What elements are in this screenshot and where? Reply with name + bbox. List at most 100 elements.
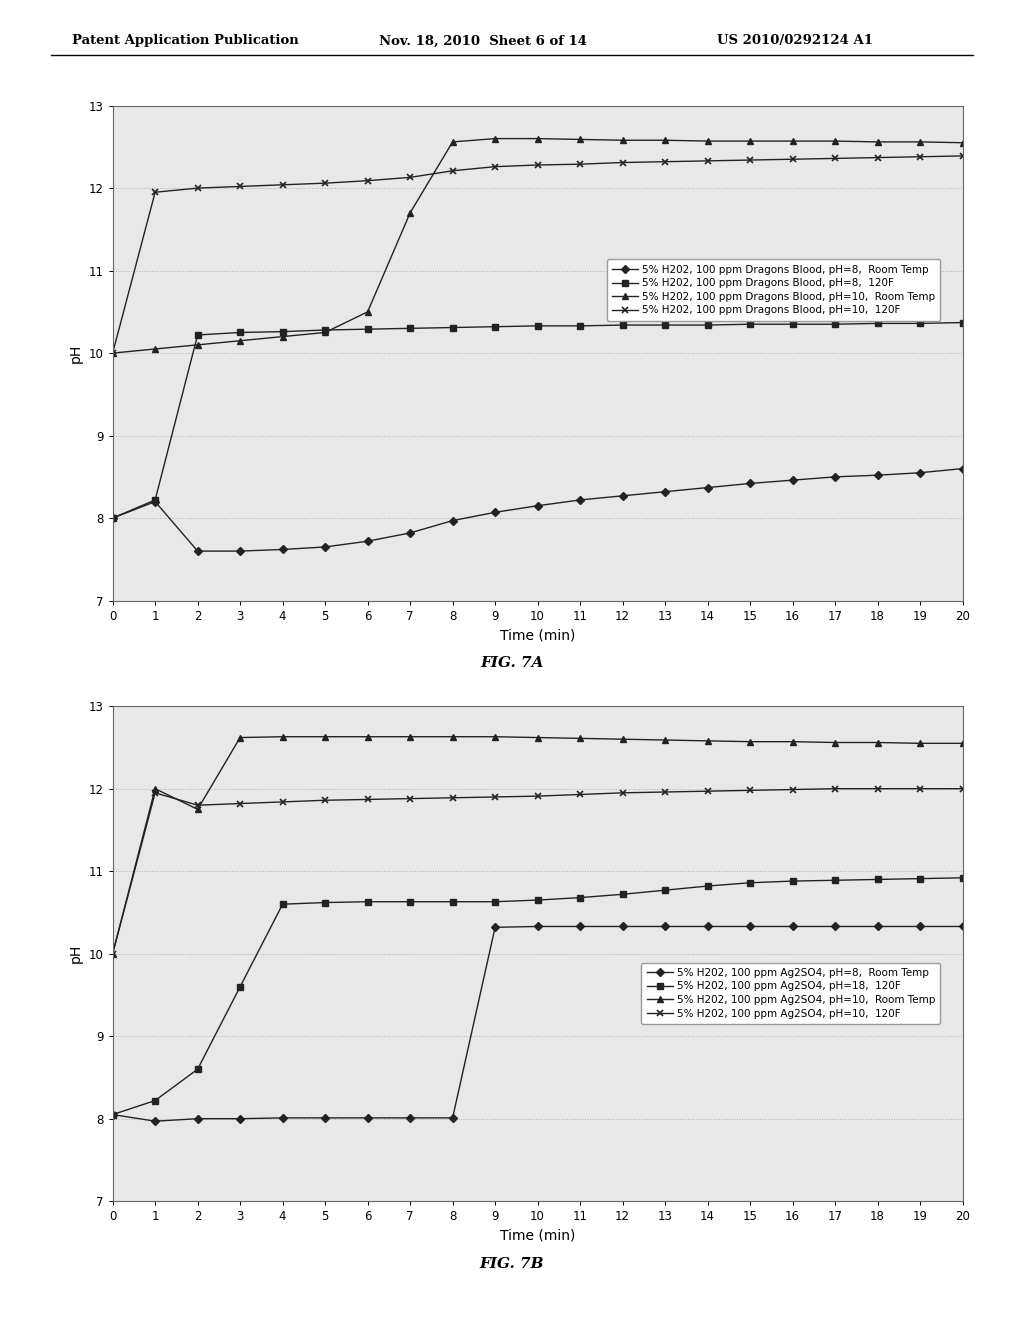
Y-axis label: pH: pH: [69, 343, 83, 363]
Legend: 5% H202, 100 ppm Dragons Blood, pH=8,  Room Temp, 5% H202, 100 ppm Dragons Blood: 5% H202, 100 ppm Dragons Blood, pH=8, Ro…: [606, 259, 940, 321]
Line: 5% H202, 100 ppm Dragons Blood, pH=10,  Room Temp: 5% H202, 100 ppm Dragons Blood, pH=10, R…: [110, 136, 966, 356]
5% H202, 100 ppm Dragons Blood, pH=8,  120F: [191, 327, 204, 343]
5% H202, 100 ppm Dragons Blood, pH=8,  Room Temp: [319, 539, 332, 554]
Line: 5% H202, 100 ppm Ag2SO4, pH=8,  Room Temp: 5% H202, 100 ppm Ag2SO4, pH=8, Room Temp: [110, 924, 966, 1123]
5% H202, 100 ppm Dragons Blood, pH=8,  Room Temp: [446, 512, 459, 528]
5% H202, 100 ppm Dragons Blood, pH=10,  Room Temp: [616, 132, 629, 148]
5% H202, 100 ppm Ag2SO4, pH=8,  Room Temp: [489, 919, 502, 935]
5% H202, 100 ppm Dragons Blood, pH=10,  120F: [233, 178, 246, 194]
5% H202, 100 ppm Dragons Blood, pH=8,  Room Temp: [361, 533, 374, 549]
5% H202, 100 ppm Ag2SO4, pH=10,  120F: [106, 945, 119, 961]
5% H202, 100 ppm Ag2SO4, pH=10,  Room Temp: [276, 729, 289, 744]
5% H202, 100 ppm Dragons Blood, pH=10,  Room Temp: [233, 333, 246, 348]
5% H202, 100 ppm Ag2SO4, pH=10,  Room Temp: [106, 945, 119, 961]
5% H202, 100 ppm Ag2SO4, pH=8,  Room Temp: [446, 1110, 459, 1126]
5% H202, 100 ppm Dragons Blood, pH=10,  120F: [914, 149, 927, 165]
5% H202, 100 ppm Ag2SO4, pH=10,  120F: [531, 788, 544, 804]
5% H202, 100 ppm Ag2SO4, pH=18,  120F: [446, 894, 459, 909]
5% H202, 100 ppm Dragons Blood, pH=8,  120F: [403, 321, 416, 337]
5% H202, 100 ppm Ag2SO4, pH=10,  Room Temp: [829, 734, 842, 750]
5% H202, 100 ppm Ag2SO4, pH=10,  120F: [871, 781, 884, 797]
5% H202, 100 ppm Dragons Blood, pH=8,  120F: [106, 510, 119, 525]
5% H202, 100 ppm Dragons Blood, pH=8,  120F: [743, 317, 756, 333]
5% H202, 100 ppm Dragons Blood, pH=10,  Room Temp: [829, 133, 842, 149]
5% H202, 100 ppm Dragons Blood, pH=10,  Room Temp: [319, 325, 332, 341]
5% H202, 100 ppm Ag2SO4, pH=18,  120F: [403, 894, 416, 909]
5% H202, 100 ppm Ag2SO4, pH=10,  Room Temp: [573, 730, 586, 746]
5% H202, 100 ppm Ag2SO4, pH=10,  Room Temp: [956, 735, 969, 751]
5% H202, 100 ppm Ag2SO4, pH=10,  120F: [276, 795, 289, 810]
5% H202, 100 ppm Ag2SO4, pH=10,  120F: [191, 797, 204, 813]
5% H202, 100 ppm Ag2SO4, pH=10,  Room Temp: [403, 729, 416, 744]
5% H202, 100 ppm Dragons Blood, pH=10,  120F: [531, 157, 544, 173]
5% H202, 100 ppm Dragons Blood, pH=10,  Room Temp: [786, 133, 799, 149]
5% H202, 100 ppm Ag2SO4, pH=8,  Room Temp: [956, 919, 969, 935]
5% H202, 100 ppm Dragons Blood, pH=10,  120F: [743, 152, 756, 168]
5% H202, 100 ppm Dragons Blood, pH=10,  Room Temp: [956, 135, 969, 150]
5% H202, 100 ppm Dragons Blood, pH=8,  120F: [786, 317, 799, 333]
5% H202, 100 ppm Ag2SO4, pH=8,  Room Temp: [403, 1110, 416, 1126]
5% H202, 100 ppm Ag2SO4, pH=10,  120F: [659, 784, 672, 800]
5% H202, 100 ppm Ag2SO4, pH=8,  Room Temp: [914, 919, 927, 935]
5% H202, 100 ppm Dragons Blood, pH=8,  120F: [319, 322, 332, 338]
5% H202, 100 ppm Dragons Blood, pH=8,  120F: [871, 315, 884, 331]
5% H202, 100 ppm Ag2SO4, pH=10,  120F: [573, 787, 586, 803]
5% H202, 100 ppm Dragons Blood, pH=10,  120F: [701, 153, 714, 169]
5% H202, 100 ppm Dragons Blood, pH=10,  Room Temp: [531, 131, 544, 147]
5% H202, 100 ppm Ag2SO4, pH=10,  120F: [743, 783, 756, 799]
5% H202, 100 ppm Dragons Blood, pH=10,  Room Temp: [276, 329, 289, 345]
5% H202, 100 ppm Ag2SO4, pH=10,  Room Temp: [191, 801, 204, 817]
5% H202, 100 ppm Dragons Blood, pH=8,  120F: [150, 492, 162, 508]
5% H202, 100 ppm Ag2SO4, pH=8,  Room Temp: [573, 919, 586, 935]
5% H202, 100 ppm Dragons Blood, pH=8,  Room Temp: [489, 504, 502, 520]
5% H202, 100 ppm Ag2SO4, pH=10,  Room Temp: [233, 730, 246, 746]
5% H202, 100 ppm Ag2SO4, pH=18,  120F: [786, 874, 799, 890]
5% H202, 100 ppm Ag2SO4, pH=18,  120F: [616, 887, 629, 903]
5% H202, 100 ppm Dragons Blood, pH=10,  120F: [829, 150, 842, 166]
5% H202, 100 ppm Ag2SO4, pH=8,  Room Temp: [276, 1110, 289, 1126]
5% H202, 100 ppm Dragons Blood, pH=10,  Room Temp: [914, 133, 927, 149]
5% H202, 100 ppm Ag2SO4, pH=18,  120F: [319, 895, 332, 911]
5% H202, 100 ppm Ag2SO4, pH=10,  Room Temp: [786, 734, 799, 750]
5% H202, 100 ppm Dragons Blood, pH=10,  120F: [489, 158, 502, 174]
5% H202, 100 ppm Ag2SO4, pH=8,  Room Temp: [871, 919, 884, 935]
Line: 5% H202, 100 ppm Dragons Blood, pH=8,  Room Temp: 5% H202, 100 ppm Dragons Blood, pH=8, Ro…: [110, 466, 966, 554]
5% H202, 100 ppm Dragons Blood, pH=10,  Room Temp: [191, 337, 204, 352]
5% H202, 100 ppm Ag2SO4, pH=10,  120F: [403, 791, 416, 807]
5% H202, 100 ppm Ag2SO4, pH=10,  120F: [956, 781, 969, 797]
X-axis label: Time (min): Time (min): [500, 628, 575, 643]
5% H202, 100 ppm Dragons Blood, pH=10,  120F: [106, 345, 119, 360]
5% H202, 100 ppm Ag2SO4, pH=10,  Room Temp: [150, 781, 162, 797]
5% H202, 100 ppm Dragons Blood, pH=8,  120F: [573, 318, 586, 334]
5% H202, 100 ppm Ag2SO4, pH=10,  Room Temp: [489, 729, 502, 744]
5% H202, 100 ppm Dragons Blood, pH=10,  120F: [319, 176, 332, 191]
5% H202, 100 ppm Ag2SO4, pH=10,  Room Temp: [446, 729, 459, 744]
5% H202, 100 ppm Ag2SO4, pH=8,  Room Temp: [659, 919, 672, 935]
5% H202, 100 ppm Dragons Blood, pH=10,  Room Temp: [403, 205, 416, 220]
5% H202, 100 ppm Dragons Blood, pH=10,  120F: [659, 153, 672, 169]
5% H202, 100 ppm Ag2SO4, pH=10,  120F: [786, 781, 799, 797]
5% H202, 100 ppm Dragons Blood, pH=10,  120F: [150, 185, 162, 201]
5% H202, 100 ppm Dragons Blood, pH=10,  Room Temp: [871, 133, 884, 149]
5% H202, 100 ppm Ag2SO4, pH=18,  120F: [914, 871, 927, 887]
5% H202, 100 ppm Ag2SO4, pH=18,  120F: [743, 875, 756, 891]
5% H202, 100 ppm Dragons Blood, pH=10,  Room Temp: [150, 341, 162, 356]
5% H202, 100 ppm Dragons Blood, pH=10,  Room Temp: [361, 304, 374, 319]
5% H202, 100 ppm Dragons Blood, pH=8,  120F: [531, 318, 544, 334]
5% H202, 100 ppm Ag2SO4, pH=8,  Room Temp: [319, 1110, 332, 1126]
5% H202, 100 ppm Ag2SO4, pH=10,  120F: [150, 785, 162, 801]
Line: 5% H202, 100 ppm Ag2SO4, pH=10,  120F: 5% H202, 100 ppm Ag2SO4, pH=10, 120F: [110, 785, 966, 957]
5% H202, 100 ppm Dragons Blood, pH=8,  120F: [489, 318, 502, 334]
5% H202, 100 ppm Ag2SO4, pH=18,  120F: [829, 873, 842, 888]
5% H202, 100 ppm Ag2SO4, pH=8,  Room Temp: [191, 1111, 204, 1127]
5% H202, 100 ppm Dragons Blood, pH=8,  Room Temp: [701, 479, 714, 495]
Text: Nov. 18, 2010  Sheet 6 of 14: Nov. 18, 2010 Sheet 6 of 14: [379, 34, 587, 48]
5% H202, 100 ppm Dragons Blood, pH=8,  120F: [914, 315, 927, 331]
5% H202, 100 ppm Ag2SO4, pH=8,  Room Temp: [829, 919, 842, 935]
X-axis label: Time (min): Time (min): [500, 1229, 575, 1243]
5% H202, 100 ppm Dragons Blood, pH=10,  120F: [573, 156, 586, 172]
5% H202, 100 ppm Dragons Blood, pH=8,  Room Temp: [659, 483, 672, 499]
5% H202, 100 ppm Ag2SO4, pH=18,  120F: [276, 896, 289, 912]
Text: Patent Application Publication: Patent Application Publication: [72, 34, 298, 48]
5% H202, 100 ppm Dragons Blood, pH=8,  Room Temp: [191, 543, 204, 558]
